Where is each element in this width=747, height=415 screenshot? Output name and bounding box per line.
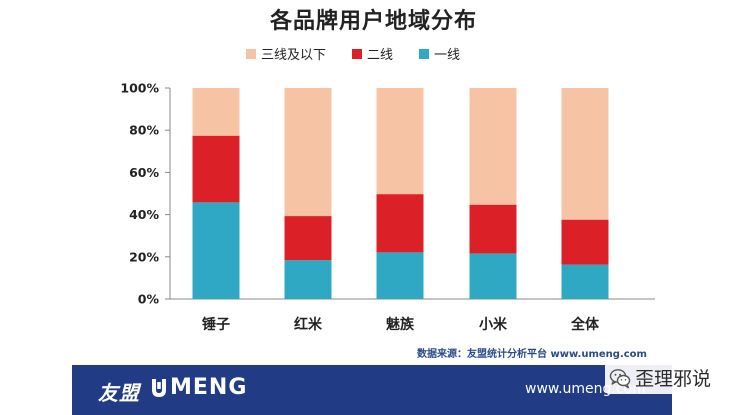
y-tick-label: 40% [129, 207, 159, 222]
wechat-watermark: 歪理邪说 [605, 361, 718, 394]
x-tick-label: 魅族 [386, 316, 415, 333]
legend-item-tier2: 二线 [352, 44, 393, 63]
brand-cn-logo: 友盟 [98, 381, 140, 405]
chart-title: 各品牌用户地域分布 [269, 9, 477, 34]
bar-segment [469, 88, 517, 205]
bar-segment [192, 202, 240, 299]
bar-segment [469, 204, 517, 254]
legend-item-tier3: 三线及以下 [246, 44, 326, 63]
x-tick-label: 锤子 [202, 316, 230, 333]
bar-segment [376, 194, 424, 253]
bar-segment [561, 88, 609, 220]
y-tick-label: 100% [120, 81, 159, 96]
legend-label-tier2: 二线 [367, 48, 394, 63]
bar-segment [284, 216, 332, 261]
legend-label-tier1: 一线 [434, 48, 461, 63]
x-tick-label: 红米 [294, 316, 323, 333]
bar-segment [561, 264, 609, 299]
y-tick-label: 60% [129, 165, 159, 180]
brand-umeng-text: MENG [170, 375, 248, 400]
wechat-icon [609, 368, 631, 388]
brand-umeng-logo: MENG [150, 375, 247, 400]
bar-segment [561, 219, 609, 265]
y-tick-label: 80% [129, 123, 159, 138]
legend-swatch-tier3 [246, 48, 256, 59]
legend-swatch-tier2 [352, 48, 363, 59]
x-tick-label: 全体 [570, 316, 600, 333]
chart-legend: 三线及以下 二线 一线 [246, 44, 486, 63]
bar-segment [192, 88, 240, 136]
bar-segment [192, 135, 240, 203]
footer-banner: 友盟 MENG www.umeng.com [72, 365, 672, 415]
wechat-account-name: 歪理邪说 [635, 368, 712, 390]
umeng-u-icon [152, 378, 166, 397]
bar-segment [284, 260, 332, 299]
bar-segment [376, 88, 424, 195]
legend-item-tier1: 一线 [419, 44, 460, 63]
data-source-note: 数据来源：友盟统计分析平台 www.umeng.com [417, 349, 647, 360]
bar-segment [284, 88, 332, 217]
bar-segment [376, 252, 424, 299]
bar-segment [469, 253, 517, 299]
y-tick-label: 20% [129, 249, 159, 264]
legend-swatch-tier1 [419, 48, 430, 59]
x-tick-label: 小米 [479, 316, 508, 333]
y-tick-label: 0% [138, 292, 160, 307]
legend-label-tier3: 三线及以下 [261, 48, 327, 63]
